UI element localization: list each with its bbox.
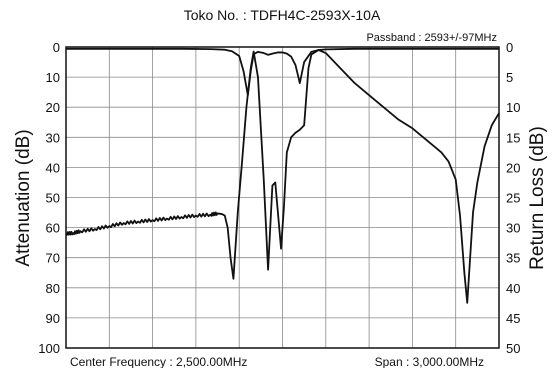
left-tick-label: 40: [46, 160, 60, 175]
y-axis-label-left: Attenuation (dB): [13, 129, 34, 266]
right-tick-label: 15: [506, 130, 520, 145]
attenuation-series-line: [65, 49, 500, 304]
right-tick-label: 25: [506, 191, 520, 206]
right-tick-labels: 0 5 10 15 20 25 30 35 40 45 50: [506, 40, 520, 356]
right-tick-label: 5: [506, 70, 513, 85]
right-tick-label: 0: [506, 40, 513, 55]
center-frequency-label: Center Frequency : 2,500.00MHz: [70, 355, 247, 368]
passband-subtitle: Passband : 2593+/-97MHz: [366, 32, 497, 44]
span-label: Span : 3,000.00MHz: [375, 355, 484, 368]
left-tick-label: 70: [46, 251, 60, 266]
left-tick-label: 50: [46, 191, 60, 206]
chart-title: Toko No. : TDFH4C-2593X-10A: [184, 7, 381, 23]
left-tick-label: 10: [46, 70, 60, 85]
plot-frame: [65, 46, 500, 349]
right-tick-label: 45: [506, 311, 520, 326]
right-tick-label: 30: [506, 221, 520, 236]
right-tick-label: 35: [506, 251, 520, 266]
right-tick-label: 10: [506, 100, 520, 115]
y-axis-label-right: Return Loss (dB): [527, 126, 548, 270]
left-tick-label: 100: [38, 341, 60, 356]
left-tick-label: 30: [46, 130, 60, 145]
series-layer: [65, 47, 500, 304]
left-tick-labels: 0 10 20 30 40 50 60 70 80 90 100: [38, 40, 60, 356]
right-tick-label: 20: [506, 160, 520, 175]
left-tick-label: 90: [46, 311, 60, 326]
return-loss-series-line: [66, 47, 499, 97]
right-tick-label: 40: [506, 281, 520, 296]
left-tick-label: 0: [53, 40, 60, 55]
left-tick-label: 60: [46, 221, 60, 236]
left-tick-label: 20: [46, 100, 60, 115]
left-tick-label: 80: [46, 281, 60, 296]
right-tick-label: 50: [506, 341, 520, 356]
